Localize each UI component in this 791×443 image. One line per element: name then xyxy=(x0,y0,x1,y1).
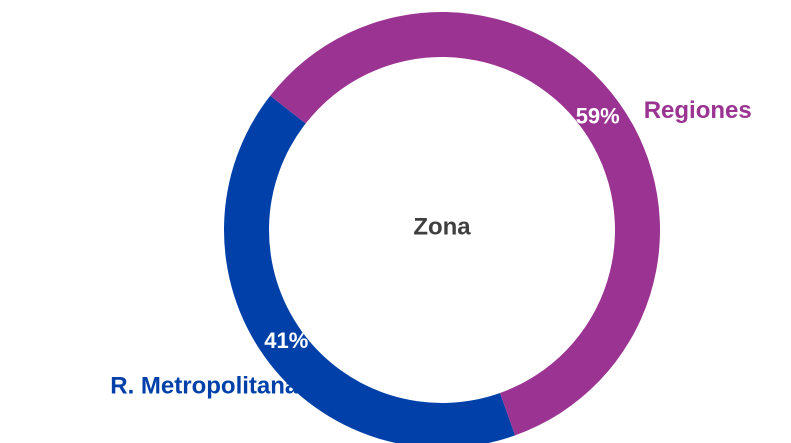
category-label: R. Metropolitana xyxy=(110,373,299,400)
center-title: Zona xyxy=(413,213,471,240)
category-label: Regiones xyxy=(644,97,752,124)
donut-slice xyxy=(224,95,516,443)
value-label: 41% xyxy=(264,328,308,353)
value-label: 59% xyxy=(576,104,620,129)
